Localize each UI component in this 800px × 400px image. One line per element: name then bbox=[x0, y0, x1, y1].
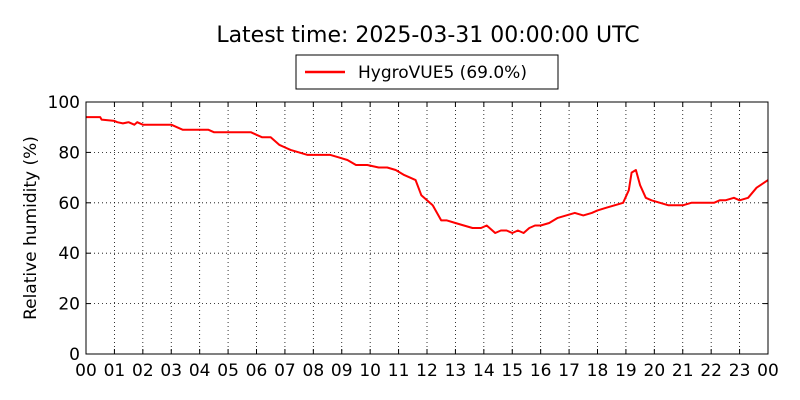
y-tick-label: 80 bbox=[58, 143, 80, 163]
x-axis: 00 01 02 03 04 05 06 07 08 09 10 11 12 13 14 15 16 17 18 19… bbox=[75, 102, 779, 381]
x-tick-label: 19 bbox=[615, 361, 637, 381]
y-tick-label: 60 bbox=[58, 194, 80, 214]
x-tick-label: 14 bbox=[473, 361, 495, 381]
y-tick-label: 40 bbox=[58, 244, 80, 264]
x-tick-label: 06 bbox=[246, 361, 268, 381]
grid bbox=[86, 102, 768, 354]
x-tick-label: 13 bbox=[445, 361, 467, 381]
x-tick-label: 01 bbox=[104, 361, 126, 381]
x-tick-label: 07 bbox=[274, 361, 296, 381]
x-tick-label: 15 bbox=[501, 361, 523, 381]
x-tick-label: 22 bbox=[700, 361, 722, 381]
chart-title: Latest time: 2025-03-31 00:00:00 UTC bbox=[216, 23, 639, 48]
x-tick-label: 05 bbox=[217, 361, 239, 381]
x-tick-label: 03 bbox=[160, 361, 182, 381]
x-tick-label: 18 bbox=[587, 361, 609, 381]
x-tick-label: 10 bbox=[359, 361, 381, 381]
x-tick-label: 00 bbox=[757, 361, 779, 381]
x-tick-label: 02 bbox=[132, 361, 154, 381]
x-tick-label: 00 bbox=[75, 361, 97, 381]
x-tick-label: 04 bbox=[189, 361, 211, 381]
legend-label: HygroVUE5 (69.0%) bbox=[358, 63, 527, 83]
x-tick-label: 17 bbox=[558, 361, 580, 381]
x-tick-label: 21 bbox=[672, 361, 694, 381]
y-tick-label: 20 bbox=[58, 295, 80, 315]
y-tick-label: 0 bbox=[69, 345, 80, 365]
x-tick-label: 20 bbox=[644, 361, 666, 381]
x-tick-label: 16 bbox=[530, 361, 552, 381]
series-line-hygrovue5 bbox=[86, 116, 769, 234]
y-axis-label: Relative humidity (%) bbox=[21, 136, 41, 320]
y-axis: 0 20 40 60 80 100 bbox=[48, 93, 768, 365]
x-tick-label: 08 bbox=[303, 361, 325, 381]
x-tick-label: 12 bbox=[416, 361, 438, 381]
x-tick-label: 23 bbox=[729, 361, 751, 381]
legend: HygroVUE5 (69.0%) bbox=[295, 54, 559, 90]
plot-frame bbox=[85, 101, 769, 355]
x-tick-label: 09 bbox=[331, 361, 353, 381]
x-tick-label: 11 bbox=[388, 361, 410, 381]
y-tick-label: 100 bbox=[48, 93, 80, 113]
